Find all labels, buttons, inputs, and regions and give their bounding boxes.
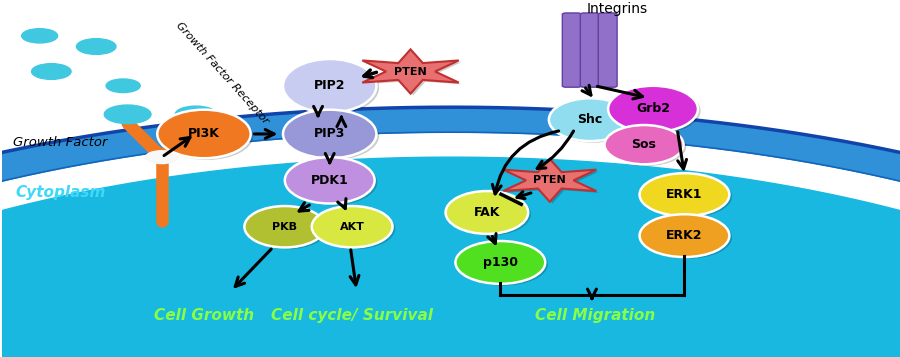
Ellipse shape [455, 241, 545, 284]
Text: Cytoplasm: Cytoplasm [15, 185, 105, 200]
FancyBboxPatch shape [562, 13, 581, 87]
Circle shape [176, 106, 217, 122]
Ellipse shape [287, 159, 377, 205]
Ellipse shape [552, 100, 634, 143]
Text: PTEN: PTEN [394, 66, 427, 76]
Ellipse shape [160, 111, 254, 160]
Text: PTEN: PTEN [534, 175, 566, 185]
Text: p130: p130 [483, 256, 518, 269]
Text: Integrins: Integrins [587, 2, 648, 16]
Ellipse shape [458, 243, 548, 286]
Text: Cell cycle/ Survival: Cell cycle/ Survival [271, 308, 433, 323]
Ellipse shape [608, 86, 698, 132]
Text: Growth Factor: Growth Factor [13, 136, 107, 149]
Ellipse shape [285, 111, 379, 160]
Circle shape [104, 105, 151, 124]
Ellipse shape [158, 110, 251, 158]
Circle shape [22, 29, 58, 43]
Text: Cell Growth: Cell Growth [154, 308, 254, 323]
FancyBboxPatch shape [580, 13, 599, 87]
Text: PKB: PKB [273, 222, 297, 232]
Text: Sos: Sos [632, 138, 656, 151]
Ellipse shape [549, 98, 632, 141]
Ellipse shape [640, 173, 729, 216]
FancyBboxPatch shape [598, 13, 617, 87]
Text: PI3K: PI3K [188, 127, 220, 140]
Ellipse shape [285, 61, 379, 114]
Text: Grb2: Grb2 [636, 102, 670, 115]
Text: PIP2: PIP2 [314, 79, 346, 92]
Ellipse shape [446, 191, 528, 234]
Ellipse shape [448, 193, 531, 236]
Text: PDK1: PDK1 [310, 174, 348, 187]
Circle shape [32, 64, 71, 79]
Polygon shape [503, 159, 597, 202]
Ellipse shape [643, 216, 732, 259]
Text: Growth Factor Receptor: Growth Factor Receptor [174, 20, 270, 126]
Text: Cell Migration: Cell Migration [535, 308, 655, 323]
Ellipse shape [283, 59, 376, 112]
Text: PIP3: PIP3 [314, 127, 346, 140]
Ellipse shape [640, 214, 729, 257]
Polygon shape [0, 107, 900, 357]
Ellipse shape [248, 208, 328, 249]
Ellipse shape [643, 175, 732, 218]
Text: FAK: FAK [473, 206, 500, 219]
Ellipse shape [605, 125, 684, 164]
Ellipse shape [284, 157, 374, 203]
Ellipse shape [283, 110, 376, 158]
Ellipse shape [311, 206, 392, 247]
Circle shape [76, 39, 116, 54]
Ellipse shape [608, 127, 687, 166]
Text: Shc: Shc [578, 113, 603, 126]
Text: ERK1: ERK1 [666, 188, 703, 201]
Ellipse shape [314, 208, 395, 249]
Ellipse shape [245, 206, 325, 247]
Polygon shape [365, 51, 462, 95]
Ellipse shape [611, 87, 700, 134]
Circle shape [106, 79, 140, 92]
Circle shape [146, 151, 178, 164]
Polygon shape [363, 49, 459, 94]
Text: AKT: AKT [339, 222, 365, 232]
Polygon shape [506, 161, 599, 203]
Text: ERK2: ERK2 [666, 229, 703, 242]
Polygon shape [0, 157, 900, 357]
